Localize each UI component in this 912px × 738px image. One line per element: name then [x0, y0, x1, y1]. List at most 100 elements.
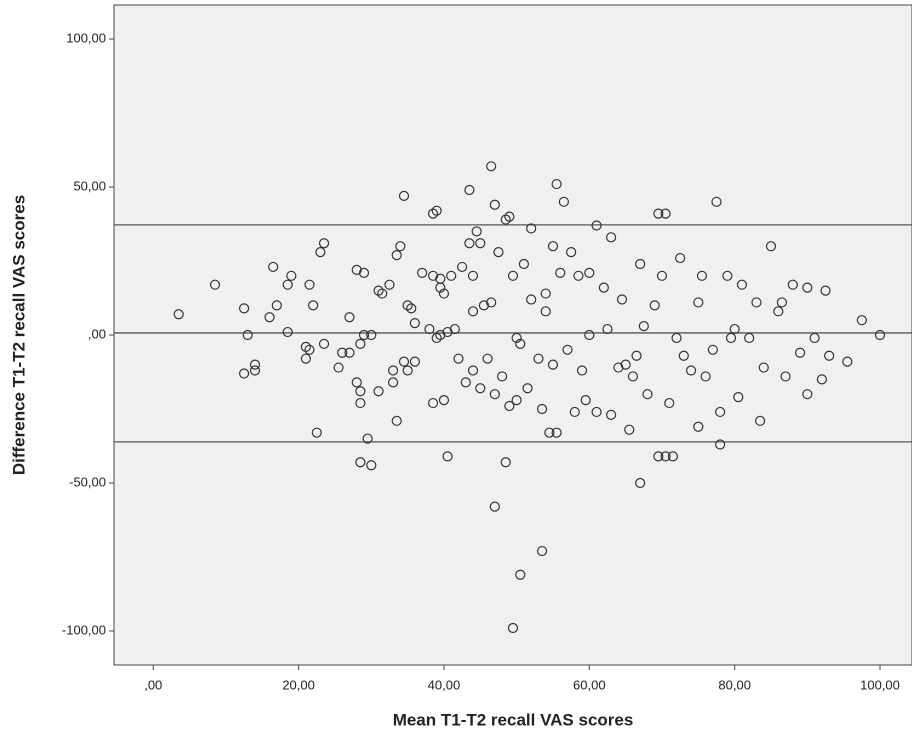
point — [351, 377, 362, 388]
point — [355, 397, 366, 409]
point — [391, 415, 402, 426]
point — [431, 332, 442, 344]
point — [467, 270, 479, 281]
point — [725, 332, 737, 344]
point — [540, 288, 551, 299]
point — [722, 270, 733, 281]
point — [536, 403, 548, 415]
point — [333, 362, 344, 373]
point — [580, 395, 591, 406]
point — [780, 371, 791, 382]
point — [268, 261, 279, 273]
point — [355, 338, 366, 349]
point — [576, 365, 588, 376]
point — [773, 306, 784, 317]
point — [242, 329, 253, 341]
point — [649, 300, 660, 311]
point — [395, 241, 406, 252]
point — [533, 353, 544, 364]
point — [616, 294, 628, 305]
point — [816, 374, 827, 385]
point — [685, 365, 697, 376]
point — [315, 247, 326, 258]
point — [438, 288, 450, 299]
point — [824, 350, 835, 361]
point — [467, 306, 479, 317]
point — [489, 389, 500, 400]
point — [318, 338, 330, 349]
point — [613, 362, 624, 373]
y-axis-title: Difference T1-T2 recall VAS scores — [9, 195, 28, 475]
point — [635, 258, 646, 270]
point — [311, 427, 322, 438]
point — [308, 300, 319, 311]
point — [522, 383, 533, 394]
point — [667, 451, 678, 462]
point — [638, 321, 649, 332]
point — [409, 356, 420, 367]
point — [631, 350, 642, 361]
point — [664, 397, 675, 409]
point — [540, 306, 551, 317]
point — [173, 309, 184, 320]
point — [707, 344, 718, 355]
point — [355, 386, 366, 397]
point — [660, 208, 671, 219]
y-tick-label: 50,00 — [73, 178, 106, 193]
point — [547, 241, 559, 252]
point — [536, 545, 548, 557]
point — [366, 329, 377, 341]
point — [765, 241, 777, 252]
point — [300, 353, 311, 364]
point — [373, 386, 384, 397]
point — [402, 300, 413, 311]
point — [344, 312, 355, 323]
point — [736, 279, 748, 290]
point — [489, 199, 500, 210]
point — [507, 270, 519, 281]
point — [475, 383, 486, 394]
point — [453, 353, 464, 364]
point — [355, 457, 366, 468]
point — [504, 211, 515, 222]
point — [486, 297, 497, 308]
point — [409, 318, 420, 329]
point — [424, 323, 435, 335]
point — [427, 208, 439, 219]
point — [711, 196, 722, 207]
point — [337, 347, 348, 358]
point — [562, 344, 573, 355]
point — [653, 208, 664, 219]
point — [377, 288, 388, 299]
point — [606, 232, 617, 243]
point — [417, 267, 428, 278]
point — [406, 303, 417, 314]
point — [635, 477, 646, 489]
y-tick-label: ,00 — [88, 326, 106, 341]
point — [475, 238, 486, 249]
point — [547, 359, 559, 370]
point — [696, 270, 708, 281]
point — [715, 406, 726, 418]
point — [489, 501, 500, 512]
point — [551, 427, 562, 438]
point — [569, 406, 580, 418]
point — [856, 315, 867, 326]
point — [551, 178, 562, 190]
point — [511, 395, 522, 406]
point — [507, 622, 519, 634]
point — [271, 300, 282, 311]
point — [286, 270, 297, 281]
point — [642, 389, 653, 400]
point — [515, 569, 526, 580]
point — [751, 297, 762, 308]
point — [820, 285, 831, 296]
point — [526, 294, 537, 305]
point — [802, 389, 813, 400]
point — [656, 270, 668, 281]
point — [729, 323, 740, 335]
point — [500, 214, 511, 225]
point — [384, 279, 395, 290]
point — [809, 332, 820, 344]
